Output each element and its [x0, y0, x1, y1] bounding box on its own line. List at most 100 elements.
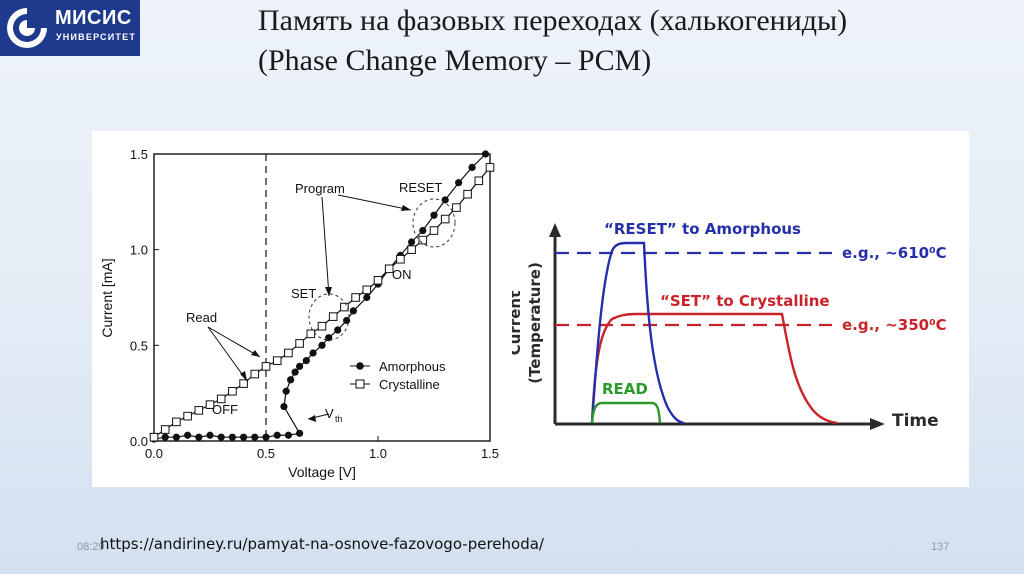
- amorphous-point: [161, 433, 169, 441]
- amorphous-point: [287, 376, 295, 384]
- legend-amorphous-label: Amorphous: [379, 359, 446, 374]
- amorphous-point: [309, 349, 317, 357]
- crystalline-point: [373, 275, 383, 285]
- crystalline-point: [429, 226, 439, 235]
- x-tick-label: 1.5: [481, 446, 499, 461]
- y-tick-label: 1.5: [130, 147, 148, 162]
- set-pulse-label: “SET” to Crystalline: [660, 292, 830, 310]
- x-tick-label: 0.0: [145, 446, 163, 461]
- annotation-reset: RESET: [399, 180, 442, 195]
- crystalline-point: [463, 189, 472, 199]
- crystalline-point: [384, 264, 394, 274]
- crystalline-point: [452, 203, 461, 212]
- crystalline-point: [328, 312, 338, 321]
- y-tick-label: 1.0: [130, 243, 148, 258]
- slide-title-line2: (Phase Change Memory – PCM): [258, 44, 652, 77]
- crystalline-point: [317, 321, 327, 331]
- set-level-label: e.g., ~350⁰C: [842, 316, 947, 334]
- time-axis-label: Time: [892, 411, 939, 431]
- crystalline-point: [485, 163, 495, 172]
- source-url-link[interactable]: https://andiriney.ru/pamyat-na-osnove-fa…: [100, 535, 544, 553]
- amorphous-point: [430, 211, 438, 219]
- crystalline-point: [228, 386, 237, 396]
- crystalline-point: [172, 417, 181, 427]
- reset-pulse-label: “RESET” to Amorphous: [604, 220, 801, 238]
- y-tick-label: 0.5: [130, 338, 148, 353]
- amorphous-point: [318, 341, 326, 349]
- slide-title-line1: Память на фазовых переходах (халькогенид…: [258, 4, 848, 37]
- crystalline-point: [183, 411, 192, 421]
- logo-emblem-icon: [7, 8, 49, 48]
- arrowheads: [240, 205, 411, 422]
- crystalline-point: [205, 400, 215, 409]
- annotation-off: OFF: [212, 402, 238, 417]
- x-tick-label: 0.5: [257, 446, 275, 461]
- pulse-chart: “RESET” to Amorphous e.g., ~610⁰C “SET” …: [512, 220, 947, 431]
- read-pulse-label: READ: [602, 380, 648, 398]
- amorphous-point: [217, 433, 225, 441]
- read-pulse-curve: [590, 401, 662, 424]
- x-tick-label: 1.0: [369, 446, 387, 461]
- crystalline-point: [418, 235, 428, 245]
- logo-subtitle: УНИВЕРСИТЕТ: [56, 32, 137, 42]
- crystalline-point: [149, 432, 159, 442]
- amorphous-point: [282, 387, 290, 395]
- amorphous-point: [296, 362, 304, 370]
- crystalline-point: [440, 214, 450, 224]
- amorphous-point: [468, 163, 476, 171]
- amorphous-point: [195, 433, 203, 441]
- annotation-vth: V: [325, 406, 334, 421]
- amorphous-point: [419, 226, 427, 235]
- amorphous-point: [251, 433, 259, 441]
- annotation-read: Read: [186, 310, 217, 325]
- annotation-on: ON: [392, 267, 412, 282]
- amorphous-point: [280, 402, 288, 411]
- amorphous-point: [284, 431, 292, 439]
- y-tick-label: 0.0: [130, 434, 148, 449]
- reset-level-label: e.g., ~610⁰C: [842, 244, 947, 262]
- iv-chart: 0.0 0.5 1.0 1.5 0.0 0.5 1.0 1.5 Program RESET S…: [99, 147, 499, 480]
- crystalline-point: [239, 379, 248, 388]
- legend-amorphous-marker: [356, 362, 364, 370]
- legend-crystalline-marker: [355, 379, 365, 389]
- slide-number: 137: [931, 541, 950, 553]
- annotation-vth-subscript: th: [335, 414, 343, 424]
- set-pulse-curve: [590, 312, 838, 425]
- amorphous-point: [184, 431, 192, 439]
- crystalline-point: [216, 394, 226, 404]
- reset-highlight-circle: [412, 198, 456, 248]
- crystalline-point: [396, 254, 405, 264]
- amorphous-point: [273, 431, 281, 439]
- amorphous-point: [291, 368, 299, 376]
- set-highlight-circle: [308, 293, 350, 341]
- amorphous-point: [172, 433, 180, 441]
- crystalline-point: [295, 339, 304, 348]
- amorphous-point: [455, 179, 463, 187]
- iv-legend: Amorphous Crystalline: [350, 359, 446, 392]
- crystalline-point: [351, 293, 360, 302]
- pulse-ylabel-line1: Current: [512, 291, 524, 356]
- crystalline-point: [272, 356, 282, 365]
- amorphous-point: [240, 433, 248, 441]
- iv-xlabel: Voltage [V]: [288, 464, 356, 480]
- annotation-set: SET: [291, 286, 316, 301]
- amorphous-point: [228, 433, 236, 441]
- slide-time: 08:29: [77, 541, 105, 553]
- crystalline-point: [250, 369, 260, 379]
- crystalline-point: [284, 348, 293, 358]
- amorphous-point: [343, 316, 351, 325]
- crystalline-point: [194, 406, 204, 415]
- amorphous-point: [363, 293, 371, 302]
- crystalline-point: [261, 362, 271, 371]
- pulse-axes: [549, 223, 885, 430]
- amorphous-point: [441, 196, 449, 204]
- amorphous-point: [302, 357, 310, 365]
- crystalline-point: [407, 245, 416, 254]
- figure-panel: 0.0 0.5 1.0 1.5 0.0 0.5 1.0 1.5 Program RESET S…: [92, 131, 969, 487]
- crystalline-point: [340, 302, 349, 312]
- logo-name: МИСИС: [55, 7, 132, 29]
- university-logo: МИСИС УНИВЕРСИТЕТ: [0, 0, 140, 56]
- reset-pulse-curve: [590, 241, 685, 425]
- iv-ylabel: Current [mA]: [99, 258, 115, 337]
- amorphous-point: [206, 431, 214, 439]
